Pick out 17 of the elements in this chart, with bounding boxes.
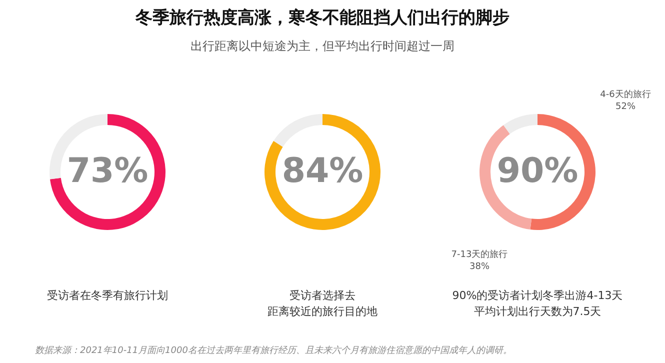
text: 84% <box>282 151 364 191</box>
slice-label: 7-13天的旅行 <box>451 249 508 260</box>
source-note: 数据来源：2021年10-11月面向1000名在过去两年里有旅行经历、且未来六个月有旅游住宿意愿的中国成年人的调研。 <box>35 345 512 356</box>
donut-slice <box>274 114 322 147</box>
text: 90%的受访者计划冬季出游4-13天平均计划出行天数为7.5天 <box>452 289 623 318</box>
donut-slice <box>264 114 380 230</box>
data-label: 52% <box>615 102 636 112</box>
text: 冬季旅行热度高涨，寒冬不能阻挡人们出行的脚步 <box>134 8 510 28</box>
data-label: 38% <box>469 262 490 272</box>
chart-subtitle: 出行距离以中短途为主，但平均出行时间超过一周 <box>190 39 454 53</box>
donut-slice <box>50 114 166 230</box>
text: 受访者在冬季有旅行计划 <box>47 289 168 302</box>
text: 73% <box>66 151 148 191</box>
donut-slice <box>503 114 538 134</box>
text: 90% <box>496 151 578 191</box>
text: 受访者选择去距离较近的旅行目的地 <box>268 289 378 318</box>
slice-label: 4-6天的旅行 <box>600 89 651 100</box>
